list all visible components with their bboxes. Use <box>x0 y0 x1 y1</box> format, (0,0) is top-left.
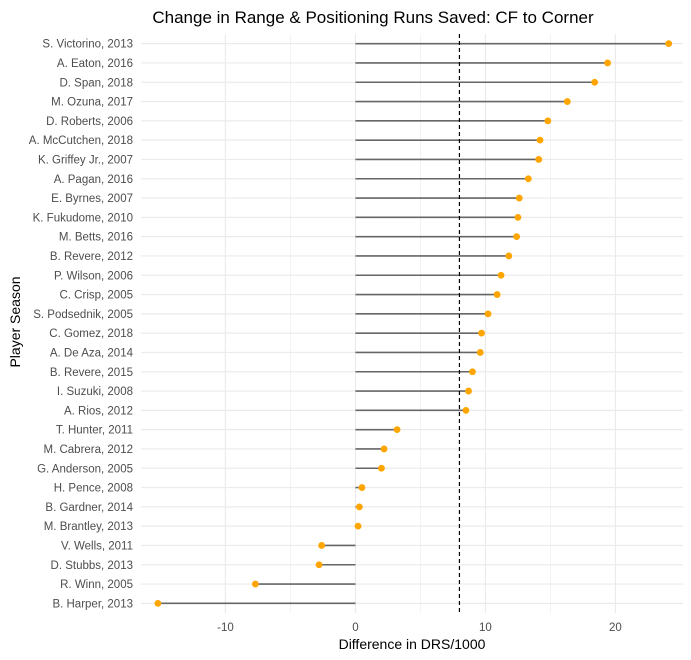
data-point <box>514 213 522 221</box>
data-point <box>591 78 599 86</box>
x-tick-label: -10 <box>217 622 234 634</box>
data-point <box>497 271 505 279</box>
data-point <box>393 426 401 434</box>
data-point <box>154 599 162 607</box>
data-point <box>462 406 470 414</box>
y-tick-label: A. Rios, 2012 <box>64 405 133 417</box>
y-tick-label: A. Eaton, 2016 <box>57 58 133 70</box>
data-point <box>469 368 476 376</box>
data-point <box>493 291 501 298</box>
y-axis-title: Player Season <box>7 276 23 367</box>
data-point <box>563 98 571 105</box>
y-tick-label: A. De Aza, 2014 <box>50 347 134 359</box>
y-tick-label: I. Suzuki, 2008 <box>57 386 133 398</box>
data-point <box>665 40 673 48</box>
y-tick-label: B. Gardner, 2014 <box>45 502 133 514</box>
y-tick-label: S. Podsednik, 2005 <box>33 309 133 321</box>
y-tick-label: C. Gomez, 2018 <box>49 328 133 340</box>
y-tick-label: D. Span, 2018 <box>59 77 133 89</box>
data-point <box>354 522 362 530</box>
data-point <box>484 310 492 318</box>
y-tick-label: D. Roberts, 2006 <box>46 116 133 128</box>
y-tick-label: B. Revere, 2012 <box>50 251 133 263</box>
data-point <box>513 233 521 241</box>
data-point <box>251 580 259 588</box>
y-tick-label: M. Betts, 2016 <box>59 232 133 244</box>
data-point <box>478 329 485 337</box>
data-point <box>318 542 326 549</box>
data-point <box>604 59 612 67</box>
y-tick-label: C. Crisp, 2005 <box>59 290 133 302</box>
y-tick-label: S. Victorino, 2013 <box>42 39 133 51</box>
y-tick-label: K. Griffey Jr., 2007 <box>38 154 133 166</box>
y-tick-label: B. Revere, 2015 <box>50 367 133 379</box>
y-tick-label: P. Wilson, 2006 <box>54 270 133 282</box>
x-tick-label: 0 <box>352 622 358 634</box>
y-tick-label: T. Hunter, 2011 <box>56 425 133 437</box>
data-point <box>544 117 552 125</box>
y-tick-label: G. Anderson, 2005 <box>37 463 133 475</box>
chart-title: Change in Range & Positioning Runs Saved… <box>152 8 594 27</box>
y-tick-label: K. Fukudome, 2010 <box>33 212 133 224</box>
data-point <box>315 561 323 569</box>
y-tick-label: V. Wells, 2011 <box>61 540 133 552</box>
data-point <box>355 503 363 511</box>
y-tick-label: E. Byrnes, 2007 <box>51 193 133 205</box>
data-point <box>524 175 532 183</box>
x-tick-label: 20 <box>609 622 622 634</box>
y-tick-label: D. Stubbs, 2013 <box>51 560 133 572</box>
data-point <box>476 349 484 356</box>
data-point <box>536 136 544 144</box>
y-tick-label: M. Brantley, 2013 <box>44 521 133 533</box>
data-point <box>465 387 472 395</box>
data-point <box>378 464 385 472</box>
y-tick-label: M. Cabrera, 2012 <box>44 444 134 456</box>
x-axis-title: Difference in DRS/1000 <box>339 636 486 652</box>
y-tick-label: A. McCutchen, 2018 <box>29 135 133 147</box>
y-tick-label: A. Pagan, 2016 <box>54 174 133 186</box>
plot-area: S. Victorino, 2013 A. Eaton, 2016 D. Span,… <box>29 34 683 634</box>
y-tick-label: R. Winn, 2005 <box>60 579 133 591</box>
y-tick-label: M. Ozuna, 2017 <box>51 97 133 109</box>
data-point <box>505 252 513 260</box>
data-point <box>535 156 543 163</box>
data-point <box>515 194 523 202</box>
x-tick-label: 10 <box>479 622 492 634</box>
y-tick-label: B. Harper, 2013 <box>52 598 133 610</box>
data-point <box>380 445 388 453</box>
data-point <box>358 484 366 491</box>
y-tick-label: H. Pence, 2008 <box>54 483 133 495</box>
